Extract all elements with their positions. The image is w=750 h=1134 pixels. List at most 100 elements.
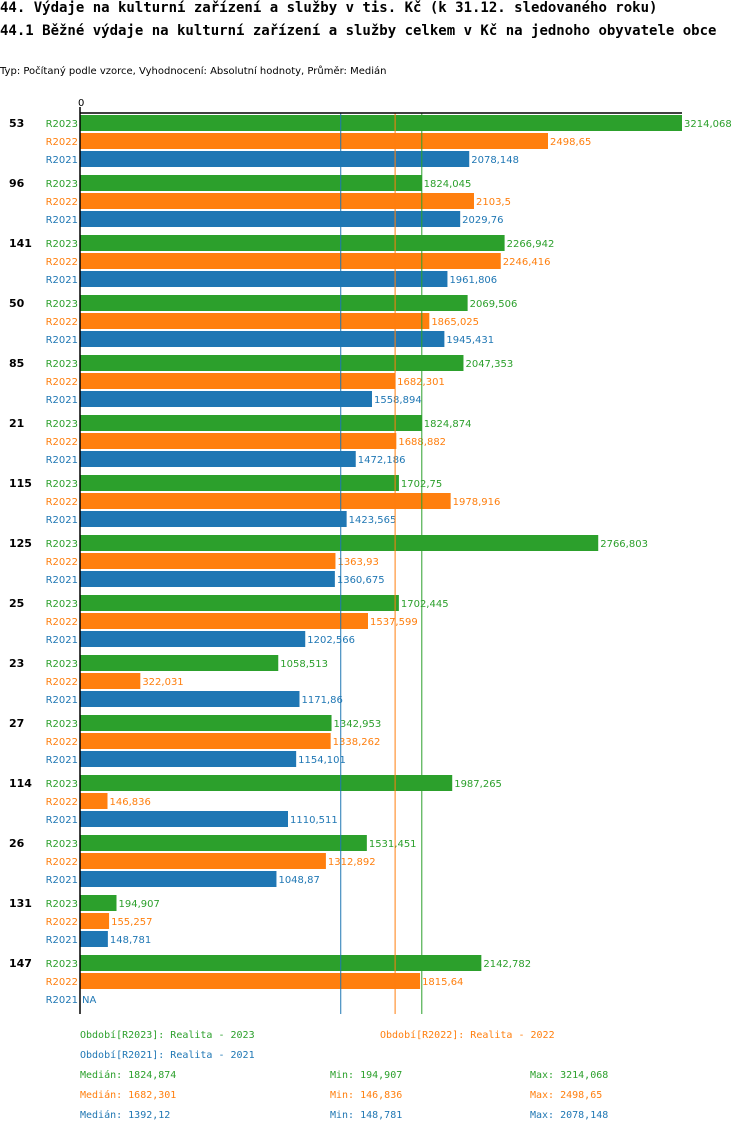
bar-r2023 xyxy=(80,355,464,371)
data-label: 1423,565 xyxy=(349,515,397,526)
stat-max-r2023: Max: 3214,068 xyxy=(530,1070,609,1081)
data-label: 1558,894 xyxy=(374,395,422,406)
series-label: R2021 xyxy=(46,695,78,706)
series-label: R2023 xyxy=(46,839,78,850)
series-label: R2022 xyxy=(46,737,78,748)
bar-r2021 xyxy=(80,931,108,947)
data-label: 1961,806 xyxy=(449,275,497,286)
stat-min-r2021: Min: 148,781 xyxy=(330,1110,403,1121)
series-label: R2022 xyxy=(46,497,78,508)
bar-r2021 xyxy=(80,691,300,707)
stat-min-r2023: Min: 194,907 xyxy=(330,1070,403,1081)
stat-median-r2023: Medián: 1824,874 xyxy=(80,1070,177,1081)
data-label: 1865,025 xyxy=(431,317,479,328)
category-label: 131 xyxy=(9,897,32,910)
series-label: R2023 xyxy=(46,599,78,610)
series-label: R2021 xyxy=(46,995,78,1006)
bar-r2022 xyxy=(80,973,421,989)
series-label: R2022 xyxy=(46,557,78,568)
data-label: 1987,265 xyxy=(454,779,502,790)
category-label: 96 xyxy=(9,177,25,190)
stat-max-r2022: Max: 2498,65 xyxy=(530,1090,603,1101)
legend-r2021: Období[R2021]: Realita - 2021 xyxy=(80,1050,255,1061)
bar-chart: 0 53 R2023 3214,068 R2022 2498,65 R2021 2078,14… xyxy=(9,98,732,1014)
data-label: 1110,511 xyxy=(290,815,338,826)
data-label: 1824,045 xyxy=(424,179,472,190)
bar-r2023 xyxy=(80,955,482,971)
series-label: R2023 xyxy=(46,239,78,250)
series-label: R2021 xyxy=(46,815,78,826)
series-label: R2021 xyxy=(46,935,78,946)
data-label: 1058,513 xyxy=(280,659,328,670)
series-label: R2023 xyxy=(46,779,78,790)
series-label: R2021 xyxy=(46,275,78,286)
bar-r2022 xyxy=(80,433,397,449)
series-label: R2022 xyxy=(46,797,78,808)
series-label: R2022 xyxy=(46,257,78,268)
bar-r2023 xyxy=(80,775,453,791)
bar-r2022 xyxy=(80,553,336,569)
category-label: 125 xyxy=(9,537,32,550)
bar-r2023 xyxy=(80,295,468,311)
bar-r2022 xyxy=(80,613,368,629)
series-label: R2021 xyxy=(46,455,78,466)
bar-r2022 xyxy=(80,253,501,269)
data-label: 1363,93 xyxy=(337,557,378,568)
series-label: R2021 xyxy=(46,215,78,226)
category-label: 26 xyxy=(9,837,25,850)
series-label: R2021 xyxy=(46,335,78,346)
series-label: R2022 xyxy=(46,977,78,988)
chart-title-main: 44. Výdaje na kulturní zařízení a služby… xyxy=(0,0,658,16)
category-label: 23 xyxy=(9,657,24,670)
bar-r2022 xyxy=(80,853,326,869)
data-label: 194,907 xyxy=(119,899,160,910)
series-label: R2021 xyxy=(46,575,78,586)
category-label: 115 xyxy=(9,477,32,490)
series-label: R2023 xyxy=(46,179,78,190)
series-label: R2021 xyxy=(46,515,78,526)
category-label: 25 xyxy=(9,597,24,610)
data-label: 1342,953 xyxy=(334,719,382,730)
data-label: 1154,101 xyxy=(298,755,346,766)
series-label: R2022 xyxy=(46,197,78,208)
series-label: R2023 xyxy=(46,659,78,670)
bar-r2022 xyxy=(80,913,110,929)
bar-r2021 xyxy=(80,451,356,467)
bar-r2022 xyxy=(80,793,108,809)
series-label: R2021 xyxy=(46,875,78,886)
bar-r2023 xyxy=(80,715,332,731)
bar-r2022 xyxy=(80,493,451,509)
bar-r2022 xyxy=(80,313,430,329)
data-label: 2069,506 xyxy=(470,299,518,310)
bar-r2021 xyxy=(80,511,347,527)
series-label: R2023 xyxy=(46,299,78,310)
series-label: R2021 xyxy=(46,635,78,646)
bar-r2022 xyxy=(80,133,549,149)
bar-r2021 xyxy=(80,871,277,887)
stat-median-r2022: Medián: 1682,301 xyxy=(80,1090,177,1101)
series-label: R2022 xyxy=(46,917,78,928)
bar-r2021 xyxy=(80,271,448,287)
data-label: 2029,76 xyxy=(462,215,503,226)
data-label: 148,781 xyxy=(110,935,151,946)
category-label: 21 xyxy=(9,417,24,430)
data-label: 2766,803 xyxy=(600,539,648,550)
bar-r2021 xyxy=(80,151,470,167)
data-label: 2266,942 xyxy=(507,239,555,250)
data-label: 1702,445 xyxy=(401,599,449,610)
bar-r2022 xyxy=(80,733,331,749)
data-label: 1978,916 xyxy=(453,497,501,508)
data-label: 1824,874 xyxy=(424,419,472,430)
legend-r2022: Období[R2022]: Realita - 2022 xyxy=(380,1030,555,1041)
category-label: 53 xyxy=(9,117,24,130)
series-label: R2022 xyxy=(46,857,78,868)
bar-r2023 xyxy=(80,895,117,911)
series-label: R2023 xyxy=(46,899,78,910)
axis-zero-tick: 0 xyxy=(78,98,84,109)
bar-r2023 xyxy=(80,535,599,551)
data-label: 1360,675 xyxy=(337,575,385,586)
data-label: 2103,5 xyxy=(476,197,511,208)
series-label: R2023 xyxy=(46,119,78,130)
bar-r2023 xyxy=(80,415,422,431)
series-label: R2022 xyxy=(46,317,78,328)
